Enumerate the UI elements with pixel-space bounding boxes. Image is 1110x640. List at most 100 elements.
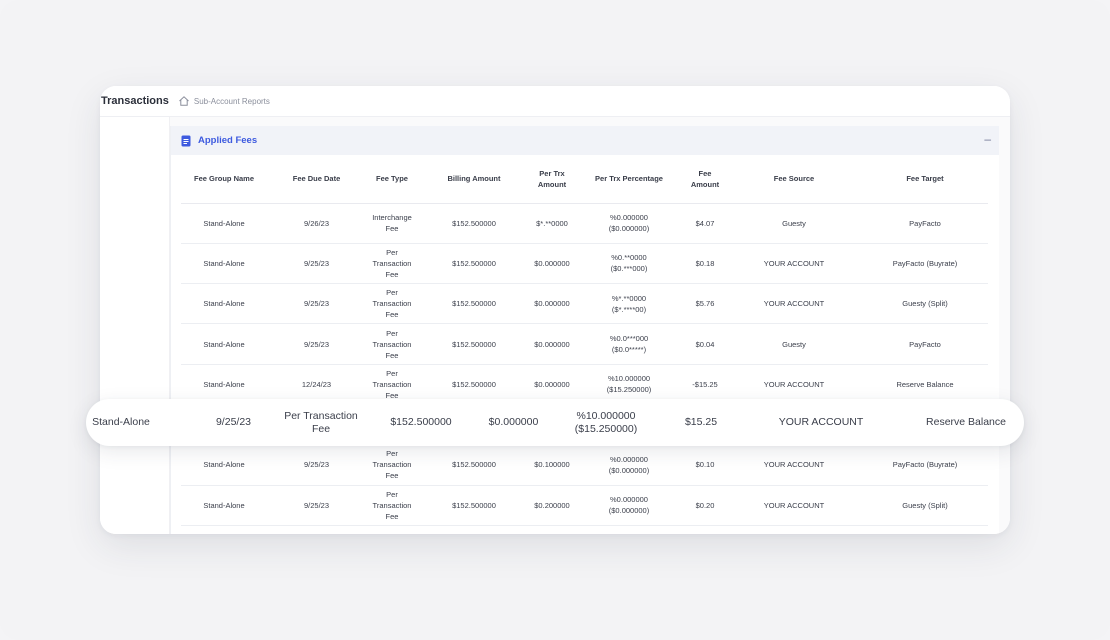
column-header: Per Trx Amount [530,155,574,204]
column-header: Billing Amount [418,155,530,204]
table-cell: $0.000000 [530,323,574,365]
table-cell: Per Transaction Fee [366,283,418,325]
table-cell: YOUR ACCOUNT [726,485,862,526]
table-cell: Guesty [726,203,862,244]
table-cell: Stand-Alone [181,203,267,244]
left-rail [100,117,170,534]
table-cell: 9/25/23 [267,444,366,486]
table-row[interactable]: Stand-Alone 12/24/23 Per Transaction Fee $1… [181,364,988,405]
table-cell: Stand-Alone [181,485,267,526]
table-cell: -$15.25 [684,364,726,405]
highlighted-row[interactable]: Stand-Alone 9/25/23 Per Transaction Fee $15… [86,399,1024,446]
table-cell: 12/24/23 [267,364,366,405]
table-cell: $152.500000 [418,243,530,285]
document-icon [181,135,191,147]
table-cell: Stand-Alone [181,444,267,486]
table-cell: Reserve Balance [862,364,988,405]
highlighted-cell: Per Transaction Fee [284,409,358,435]
applied-fees-panel: Applied Fees – Fee Group Name Fee Due Dat… [170,126,999,534]
table-cell: 9/25/23 [267,283,366,325]
table-cell: $0.04 [684,323,726,365]
table-cell: Stand-Alone [181,243,267,285]
table-cell: %0.0***000 ($0.0*****) [574,323,684,365]
table-cell: $152.500000 [418,203,530,244]
table-cell: Per Transaction Fee [366,243,418,285]
table-cell: $0.20 [684,485,726,526]
highlighted-cell: $152.500000 [390,416,452,428]
table-cell: %*.**0000 ($*.****00) [574,283,684,325]
table-cell: PayFacto (Buyrate) [862,444,988,486]
table-cell: YOUR ACCOUNT [726,364,862,405]
table-cell: $*.**0000 [530,203,574,244]
table-cell: $5.76 [684,283,726,325]
table-cell: Stand-Alone [181,283,267,325]
column-header: Fee Source [726,155,862,204]
table-cell: $152.500000 [418,444,530,486]
highlighted-cell: Reserve Balance [926,416,1006,428]
collapse-button[interactable]: – [984,132,991,146]
table-cell: PayFacto [862,203,988,244]
table-cell: %10.000000 ($15.250000) [574,364,684,405]
column-header: Per Trx Percentage [574,155,684,204]
table-cell: $0.000000 [530,283,574,325]
table-header-row: Fee Group Name Fee Due Date Fee Type Billin… [181,155,988,204]
table-cell: YOUR ACCOUNT [726,283,862,325]
table-cell: $0.100000 [530,444,574,486]
app-window: Transactions Sub-Account Reports Applied… [100,86,1010,534]
table-cell: Per Transaction Fee [366,323,418,365]
table-cell: %0.000000 ($0.000000) [574,444,684,486]
highlighted-cell: $15.25 [684,416,718,428]
applied-fees-table: Fee Group Name Fee Due Date Fee Type Billin… [181,155,988,526]
table-cell: $152.500000 [418,283,530,325]
table-cell: $0.18 [684,243,726,285]
table-cell: PayFacto [862,323,988,365]
table-cell: 9/25/23 [267,323,366,365]
table-cell: Interchange Fee [366,203,418,244]
breadcrumb[interactable]: Sub-Account Reports [193,96,270,106]
table-cell: $0.200000 [530,485,574,526]
table-cell: 9/25/23 [267,243,366,285]
table-cell: YOUR ACCOUNT [726,243,862,285]
table-cell: $152.500000 [418,323,530,365]
table-cell: Guesty (Split) [862,283,988,325]
panel-header[interactable]: Applied Fees – [171,126,999,155]
column-header: Fee Amount [684,155,726,204]
table-cell: PayFacto (Buyrate) [862,243,988,285]
table-cell: 9/26/23 [267,203,366,244]
table-cell: $0.000000 [530,243,574,285]
highlighted-cell: 9/25/23 [215,416,252,428]
table-cell: %0.000000 ($0.000000) [574,485,684,526]
table-cell: Stand-Alone [181,364,267,405]
table-row[interactable]: Stand-Alone 9/26/23 Interchange Fee $152.50… [181,203,988,244]
highlighted-cell: %10.000000 ($15.250000) [574,409,638,435]
highlighted-cell: $0.000000 [488,416,539,428]
table-cell: 9/25/23 [267,485,366,526]
table-cell: Stand-Alone [181,323,267,365]
column-header: Fee Group Name [181,155,267,204]
table-cell: Per Transaction Fee [366,485,418,526]
table-cell: YOUR ACCOUNT [726,444,862,486]
table-cell: $4.07 [684,203,726,244]
column-header: Fee Type [366,155,418,204]
table-cell: Per Transaction Fee [366,364,418,405]
table-cell: Per Transaction Fee [366,444,418,486]
table-cell: $0.10 [684,444,726,486]
home-icon[interactable] [178,95,190,107]
page-title: Transactions [101,95,169,107]
table-cell: %0.000000 ($0.000000) [574,203,684,244]
highlighted-cell: Stand-Alone [92,416,150,428]
table-cell: %0.**0000 ($0.***000) [574,243,684,285]
table-cell: Guesty (Split) [862,485,988,526]
table-body: Stand-Alone 9/26/23 Interchange Fee $152.50… [181,203,988,526]
top-bar: Transactions Sub-Account Reports [100,86,1010,117]
table-cell: $152.500000 [418,485,530,526]
column-header: Fee Target [862,155,988,204]
table-cell: Guesty [726,323,862,365]
column-header: Fee Due Date [267,155,366,204]
